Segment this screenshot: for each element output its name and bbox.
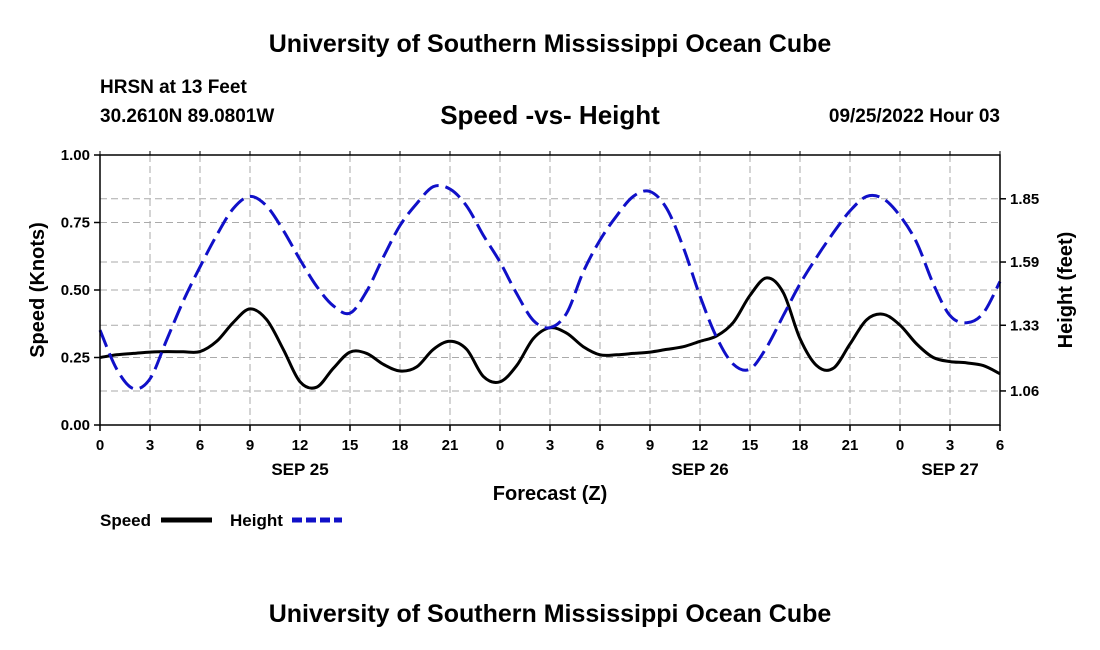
x-tick-label: 0 <box>96 437 104 454</box>
x-tick-label: 3 <box>546 437 554 454</box>
y2-tick-label: 1.59 <box>1010 254 1039 271</box>
x-tick-label: 6 <box>196 437 204 454</box>
main-title: University of Southern Mississippi Ocean… <box>268 30 832 58</box>
y-tick-label: 0.75 <box>61 215 90 232</box>
series-line-height <box>98 183 1002 391</box>
chart-subtitle: Speed -vs- Height <box>440 100 660 130</box>
x-tick-label: 15 <box>742 437 759 454</box>
date-label: SEP 25 <box>271 460 328 479</box>
y-tick-label: 1.00 <box>61 147 90 164</box>
y2-tick-label: 1.06 <box>1010 383 1039 400</box>
y2-tick-label: 1.33 <box>1010 317 1039 334</box>
y2-axis-label: Height (feet) <box>1055 232 1077 349</box>
x-tick-label: 18 <box>792 437 809 454</box>
y2-tick-label: 1.85 <box>1010 191 1039 208</box>
date-label: SEP 27 <box>921 460 978 479</box>
x-tick-label: 0 <box>496 437 504 454</box>
y-axis-label: Speed (Knots) <box>27 222 49 358</box>
x-tick-label: 3 <box>946 437 954 454</box>
x-tick-label: 18 <box>392 437 409 454</box>
y-tick-label: 0.25 <box>61 350 90 367</box>
legend-speed-label: Speed <box>100 511 151 530</box>
x-tick-label: 21 <box>842 437 859 454</box>
x-tick-label: 12 <box>292 437 309 454</box>
footer-title: University of Southern Mississippi Ocean… <box>268 600 832 628</box>
x-tick-label: 9 <box>646 437 654 454</box>
x-tick-label: 6 <box>596 437 604 454</box>
legend: Speed Height <box>100 511 342 530</box>
y-tick-label: 0.00 <box>61 417 90 434</box>
station-coordinates: 30.2610N 89.0801W <box>100 106 275 127</box>
x-axis-label: Forecast (Z) <box>493 483 607 505</box>
legend-height-label: Height <box>230 511 283 530</box>
x-tick-label: 15 <box>342 437 359 454</box>
forecast-datetime: 09/25/2022 Hour 03 <box>828 106 1000 127</box>
x-tick-label: 21 <box>442 437 459 454</box>
x-tick-label: 12 <box>692 437 709 454</box>
x-tick-label: 9 <box>246 437 254 454</box>
x-tick-label: 0 <box>896 437 904 454</box>
x-tick-label: 6 <box>996 437 1004 454</box>
station-label: HRSN at 13 Feet <box>100 77 247 98</box>
grid <box>100 155 1000 425</box>
series <box>98 183 1002 391</box>
y-tick-label: 0.50 <box>61 282 90 299</box>
axis-ticks: 0 3 6 9 12 15 18 21 0 3 6 9 12 15 18 21 0 3 6 0.00 0.25 0.50 0… <box>61 147 1039 479</box>
speed-height-chart: 0 3 6 9 12 15 18 21 0 3 6 9 12 15 18 21 0 3 6 0.00 0.25 0.50 0… <box>27 147 1077 530</box>
x-tick-label: 3 <box>146 437 154 454</box>
date-label: SEP 26 <box>671 460 728 479</box>
